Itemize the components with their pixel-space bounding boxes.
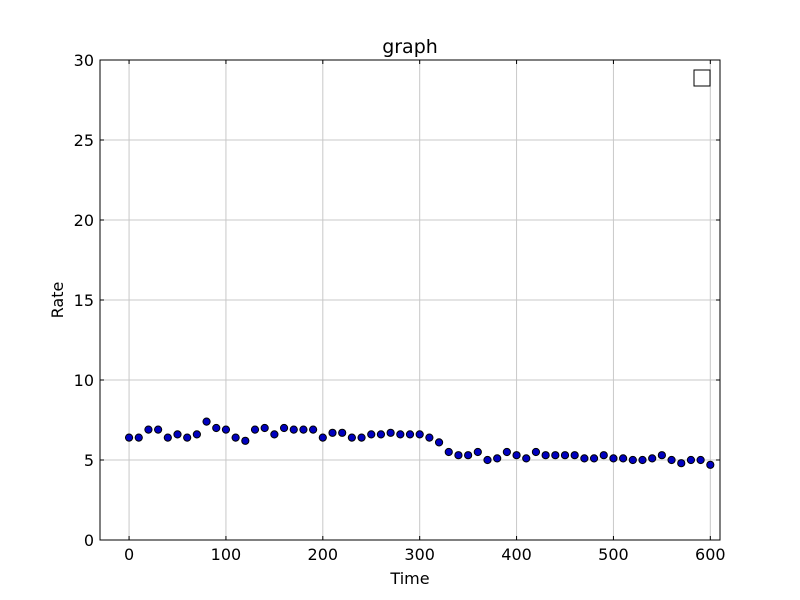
- data-point: [628, 455, 637, 465]
- y-tick-label: 15: [74, 291, 94, 310]
- x-tick-label: 0: [124, 545, 134, 564]
- data-point: [570, 451, 579, 460]
- data-point: [221, 425, 231, 434]
- x-tick-label: 400: [501, 545, 532, 564]
- data-point: [163, 433, 172, 442]
- data-point: [551, 451, 560, 460]
- data-point: [396, 430, 405, 439]
- y-axis-label: Rate: [48, 282, 67, 319]
- data-point: [657, 451, 666, 460]
- data-point: [192, 430, 201, 439]
- data-point: [512, 451, 521, 460]
- data-point: [289, 425, 298, 434]
- data-point: [696, 455, 705, 465]
- data-point: [134, 433, 143, 442]
- data-point: [444, 447, 453, 457]
- data-point: [425, 433, 434, 442]
- y-tick-label: 0: [84, 531, 94, 550]
- data-point: [328, 428, 337, 437]
- y-tick-label: 20: [74, 211, 94, 230]
- data-point: [502, 447, 511, 457]
- data-point: [202, 417, 211, 426]
- data-point: [376, 430, 386, 439]
- data-point: [212, 423, 221, 433]
- chart-title: graph: [382, 36, 438, 58]
- data-point: [677, 459, 686, 468]
- y-tick-label: 30: [74, 51, 94, 70]
- data-point: [183, 433, 192, 442]
- data-point: [464, 451, 473, 460]
- data-point: [231, 433, 240, 442]
- data-point: [154, 425, 163, 434]
- data-point: [405, 430, 415, 439]
- data-point: [415, 430, 424, 439]
- x-tick-label: 500: [598, 545, 629, 564]
- data-point: [560, 451, 570, 460]
- x-tick-label: 300: [404, 545, 435, 564]
- data-point: [531, 447, 541, 457]
- data-point: [706, 460, 715, 469]
- data-point: [124, 433, 134, 442]
- data-point: [686, 455, 696, 465]
- data-point: [260, 423, 269, 433]
- data-point: [541, 451, 550, 460]
- data-point: [473, 447, 482, 457]
- data-point: [309, 425, 318, 434]
- data-point: [357, 433, 366, 442]
- data-point: [522, 454, 531, 463]
- y-tick-label: 25: [74, 131, 94, 150]
- data-point: [609, 454, 618, 463]
- data-point: [483, 455, 492, 465]
- data-point: [144, 425, 153, 434]
- x-tick-label: 600: [695, 545, 726, 564]
- x-axis-label: Time: [389, 569, 429, 588]
- data-point: [619, 454, 628, 463]
- axis-ticks: 0 100 200 300 400 500 600 0 5 10 15 20 25 30: [74, 51, 726, 564]
- data-points: [124, 417, 715, 469]
- data-point: [338, 428, 347, 437]
- data-point: [347, 433, 356, 442]
- x-tick-label: 200: [308, 545, 339, 564]
- x-tick-label: 100: [211, 545, 242, 564]
- data-point: [367, 430, 376, 439]
- data-point: [580, 454, 589, 463]
- data-point: [279, 423, 289, 433]
- legend-box: [693, 69, 711, 87]
- data-point: [173, 430, 182, 439]
- data-point: [454, 451, 463, 460]
- y-tick-label: 10: [74, 371, 94, 390]
- data-point: [493, 454, 502, 463]
- data-point: [648, 454, 657, 463]
- data-point: [299, 425, 308, 434]
- data-point: [318, 433, 327, 442]
- data-point: [270, 430, 279, 439]
- data-point: [434, 438, 444, 447]
- grid-lines: [100, 59, 720, 541]
- data-point: [638, 455, 647, 465]
- data-point: [250, 425, 260, 434]
- data-point: [599, 451, 608, 460]
- data-point: [241, 436, 250, 445]
- y-tick-label: 5: [84, 451, 94, 470]
- data-point: [386, 428, 395, 437]
- data-point: [589, 454, 599, 463]
- data-point: [667, 455, 676, 465]
